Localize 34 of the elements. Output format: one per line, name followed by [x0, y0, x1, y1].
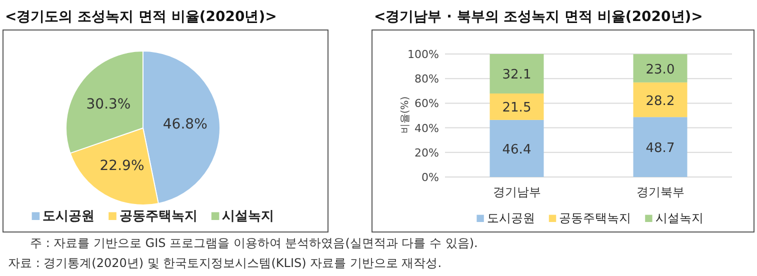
data-label: 21.5	[502, 100, 532, 116]
y-tick-label: 100%	[408, 48, 439, 61]
x-tick-label: 경기북부	[636, 185, 684, 199]
y-tick-label: 80%	[414, 72, 439, 86]
bar	[490, 54, 544, 94]
text: 자료 : 경기통계(2020년) 및 한국토지정보시스템(KLIS) 자료를 기반으로 재작성.	[8, 256, 442, 270]
y-tick-label: 40%	[414, 122, 439, 135]
data-label: 28.2	[646, 94, 675, 109]
legend-label: 도시공원	[486, 211, 535, 225]
bar	[490, 120, 544, 177]
bar	[490, 93, 544, 120]
y-tick-label: 20%	[414, 146, 439, 160]
y-tick-label: 60%	[414, 97, 439, 110]
chart-title: <경기도의 조성녹지 면적 비율(2020년)>	[5, 9, 277, 25]
legend-label: 시설녹지	[655, 211, 704, 225]
data-label: 22.9%	[100, 158, 144, 174]
data-label: 48.7	[646, 141, 675, 156]
legend-label: 공동주택녹지	[119, 209, 198, 224]
data-label: 23.0	[646, 62, 675, 78]
data-label: 30.3%	[86, 96, 131, 112]
legend-label: 시설녹지	[222, 209, 274, 224]
bar	[633, 82, 688, 118]
legend-label: 도시공원	[42, 209, 95, 224]
bar	[633, 117, 688, 177]
data-label: 46.4	[502, 142, 532, 158]
y-tick-label: 0%	[422, 171, 439, 184]
chart-title: <경기남부 · 북부의 조성녹지 면적 비율(2020년)>	[374, 9, 703, 25]
text: 주 : 자료를 기반으로 GIS 프로그램을 이용하여 분석하였음(실면적과 다를 수 있음).	[30, 236, 478, 250]
bar	[633, 54, 688, 82]
x-tick-label: 경기남부	[492, 185, 541, 199]
legend-label: 공동주택녹지	[559, 211, 632, 225]
data-label: 46.8%	[162, 116, 208, 133]
data-label: 32.1	[502, 68, 532, 83]
y-axis-title: 비율(%)	[400, 96, 411, 134]
